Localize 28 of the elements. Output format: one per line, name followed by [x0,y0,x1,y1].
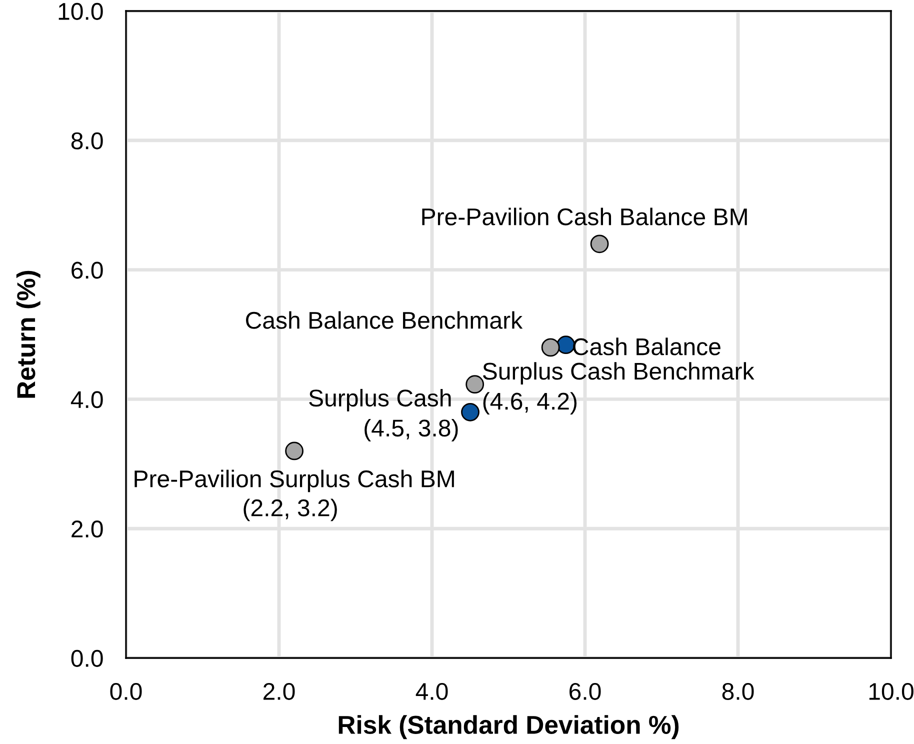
point [466,375,484,394]
point [590,234,609,254]
x-tick-label: 0.0 [110,682,142,700]
x-tick-label: 6.0 [570,682,601,700]
y-tick-label: 2.0 [72,520,103,538]
y-tick-label: 10.0 [58,2,103,20]
y-tick-label: 6.0 [72,262,103,279]
y-tick-label: 8.0 [71,132,103,150]
x-tick-label: 10.0 [869,682,914,700]
point [285,442,304,460]
x-axis-title: Risk (Standard Deviation %) [338,715,679,740]
data-label: (4.5, 3.8) [364,418,458,442]
series-label: Surplus Cash Benchmark [482,362,754,385]
series-label: Cash Balance [573,338,720,356]
series-label: Surplus Cash [309,388,451,412]
data-label: (4.6, 4.2) [483,392,577,415]
y-tick-label: 4.0 [70,391,103,408]
y-tick-label: 0.0 [71,650,103,667]
data-label: (2.2, 3.2) [244,498,337,522]
series-label: Pre-Pavilion Surplus Cash BM [134,470,454,492]
x-tick-label: 8.0 [722,682,754,700]
y-axis-title: Return (%) [16,270,40,398]
point [541,338,560,357]
series-label: Cash Balance Benchmark [246,311,523,329]
x-tick-label: 2.0 [264,682,295,700]
point [461,402,480,422]
series-label: Pre-Pavilion Cash Balance BM [422,208,747,226]
x-tick-label: 4.0 [416,682,448,700]
